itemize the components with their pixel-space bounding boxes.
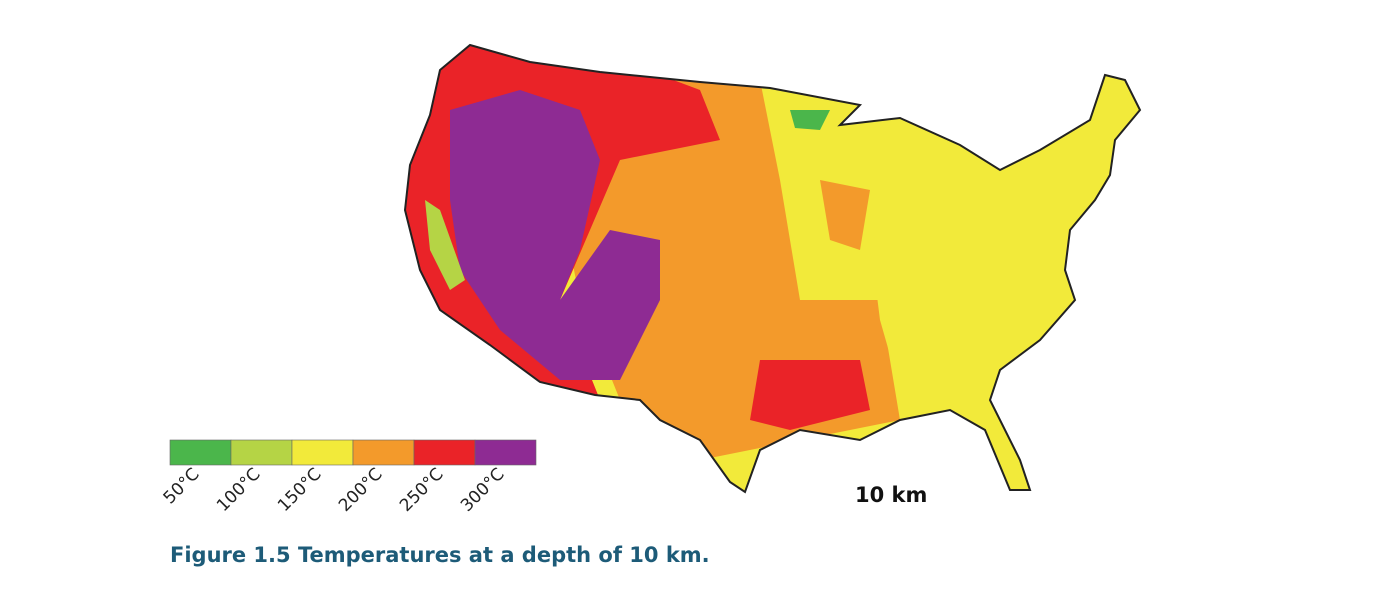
legend-label: 250°C <box>396 464 447 515</box>
legend-label: 200°C <box>335 464 386 515</box>
legend-swatch <box>169 439 232 466</box>
zone-200 <box>820 180 870 250</box>
legend-swatch <box>474 439 537 466</box>
zone-250 <box>750 360 870 430</box>
depth-label: 10 km <box>855 483 927 507</box>
zone-300 <box>450 90 660 380</box>
legend-swatch <box>291 439 354 466</box>
zone-50 <box>790 110 830 130</box>
legend-label: 100°C <box>213 464 264 515</box>
legend-label: 150°C <box>274 464 325 515</box>
caption: Figure 1.5 Temperatures at a depth of 10… <box>170 543 710 567</box>
legend-label: 300°C <box>457 464 508 515</box>
zone-150 <box>870 160 1070 400</box>
temperature-map <box>405 45 1140 492</box>
legend-swatch <box>413 439 476 466</box>
legend-swatch <box>352 439 415 466</box>
legend-label: 50°C <box>160 464 204 508</box>
legend: 50°C 100°C 150°C 200°C 250°C 300°C <box>160 439 537 516</box>
legend-swatch <box>230 439 293 466</box>
zone-100 <box>425 200 465 290</box>
